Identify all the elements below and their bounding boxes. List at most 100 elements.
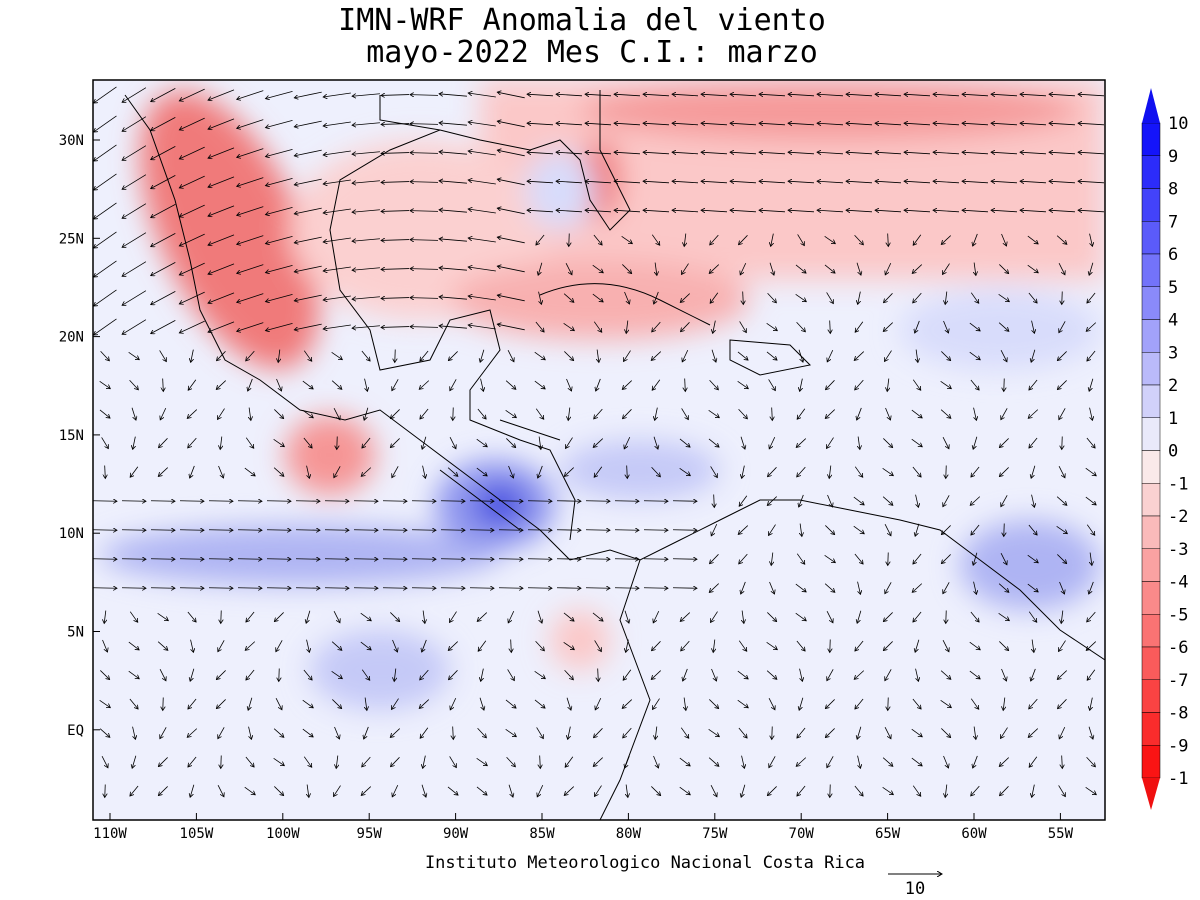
wind-arrow [1031,668,1036,681]
wind-arrow [969,322,980,331]
wind-arrow [556,123,582,125]
wind-arrow [188,379,197,390]
map-area [93,80,1105,820]
wind-arrow [740,262,747,275]
colorbar-label: -5 [1168,605,1188,625]
wind-arrow [768,379,776,390]
wind-arrow [244,467,255,476]
wind-arrow [190,784,195,797]
wind-arrow [278,349,280,363]
wind-arrow [911,409,922,418]
wind-arrow [447,786,458,795]
wind-arrow [883,438,892,447]
wind-arrow [191,349,194,363]
wind-arrow [476,467,487,476]
wind-arrow [468,325,496,330]
wind-arrow [508,784,513,797]
wind-arrow [999,467,1009,476]
wind-arrow [323,237,351,242]
wind-arrow [439,181,467,184]
wind-arrow [303,350,312,362]
wind-arrow [508,465,514,478]
colorbar-label: -8 [1168,704,1188,724]
colorbar-label: -2 [1168,507,1188,527]
wind-arrow [759,94,785,96]
lat-label: 30N [59,133,84,149]
wind-arrow [884,350,892,362]
wind-arrow [593,234,602,245]
wind-arrow [971,524,980,535]
wind-arrow [1085,786,1097,794]
colorbar-band [1141,253,1161,287]
wind-arrow [817,210,843,212]
wind-arrow [476,438,488,447]
wind-arrow [216,699,226,708]
wind-arrow [449,670,458,679]
wind-arrow [915,494,919,508]
wind-arrow [392,639,398,652]
wind-arrow [392,379,399,390]
wind-arrow [274,786,283,795]
wind-arrow [419,380,430,390]
wind-arrow [302,380,313,389]
wind-arrow [188,698,197,709]
wind-arrow [1057,670,1067,680]
lon-label: 95W [357,826,383,842]
wind-arrow [827,669,834,680]
wind-arrow [941,554,951,563]
wind-arrow [333,611,340,623]
wind-arrow [708,438,719,447]
wind-arrow [1049,181,1075,183]
wind-arrow [248,726,252,740]
wind-arrow [122,290,147,306]
wind-arrow [739,235,748,244]
colorbar-label: -6 [1168,638,1188,658]
wind-arrow [421,784,426,797]
wind-arrow [797,466,806,477]
wind-arrow [1087,292,1096,303]
wind-arrow [410,240,439,241]
lat-label: 25N [59,231,84,247]
wind-arrow [1085,496,1096,505]
wind-arrow [622,699,633,709]
wind-arrow [248,378,253,391]
wind-arrow [538,262,543,275]
wind-arrow [362,756,371,767]
wind-arrow [768,467,777,476]
wind-arrow [643,152,669,154]
wind-arrow [129,379,139,390]
wind-arrow [1078,210,1104,212]
wind-arrow [766,322,778,330]
wind-arrow [394,668,396,682]
wind-arrow [1078,123,1104,125]
wind-arrow [1089,233,1093,247]
wind-arrow [439,297,467,300]
wind-arrow [303,669,312,680]
wind-arrow [237,322,264,332]
wind-arrow [94,318,117,335]
wind-arrow [854,351,865,361]
wind-arrow [336,755,338,769]
wind-arrow [680,612,691,622]
wind-arrow [826,380,835,389]
wind-arrow [857,726,862,739]
wind-arrow [800,378,803,392]
wind-arrow [598,668,599,682]
wind-arrow [497,179,525,186]
wind-arrow [208,321,235,332]
wind-arrow [767,496,777,506]
wind-arrow [857,610,862,623]
wind-arrow [1058,699,1067,708]
wind-arrow [824,235,836,243]
wind-arrow [597,349,599,363]
wind-arrow [933,152,959,154]
wind-arrow [392,466,399,477]
wind-arrow [846,181,872,183]
wind-arrow [1058,785,1066,796]
wind-arrow [741,784,746,797]
wind-arrow [740,436,745,449]
wind-arrow [682,349,689,362]
wind-arrow [769,756,776,767]
wind-arrow [94,115,117,132]
